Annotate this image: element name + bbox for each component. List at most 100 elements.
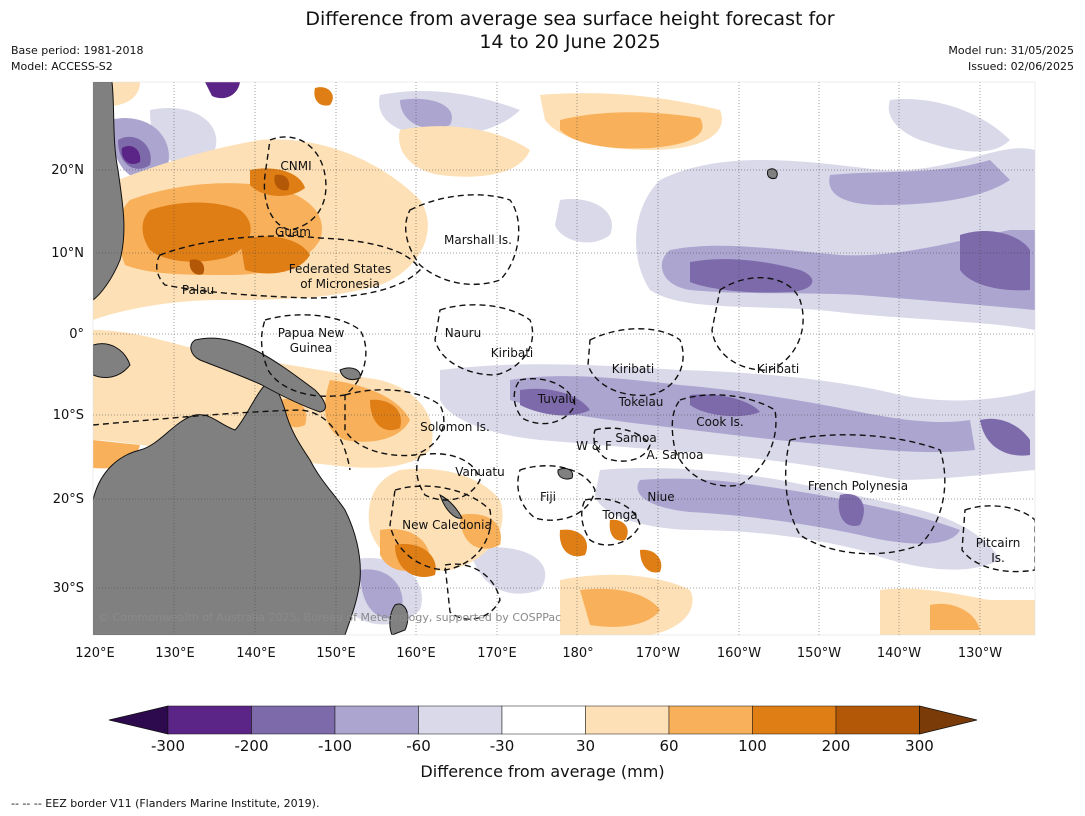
lon-tick: 140°E	[236, 646, 276, 661]
colorbar-bin	[334, 705, 419, 735]
lon-tick: 160°W	[717, 646, 761, 661]
philippines	[93, 82, 125, 301]
eez-kiribati-west	[434, 304, 534, 376]
model-name: Model: ACCESS-S2	[11, 60, 113, 73]
label-pitcairn-2: Is.	[991, 551, 1005, 565]
lat-tick-labels: 20°N 10°N 0° 10°S 20°S 30°S	[51, 163, 84, 596]
eez-tonga	[581, 498, 641, 546]
base-period: Base period: 1981-2018	[11, 44, 144, 57]
label-tuvalu: Tuvalu	[537, 392, 577, 406]
eez-fsm	[156, 235, 421, 299]
anomaly-dark-purple	[118, 136, 1030, 526]
eez-solomon	[344, 389, 445, 457]
colorbar-tick: 300	[905, 737, 934, 755]
new-britain	[339, 367, 361, 381]
lon-tick: 150°E	[316, 646, 356, 661]
lat-tick: 10°S	[53, 408, 84, 423]
colorbar-bin	[501, 705, 586, 735]
colorbar-tick: 200	[821, 737, 851, 755]
label-kiribati-central: Kiribati	[612, 362, 654, 376]
map-title: Difference from average sea surface heig…	[0, 8, 1085, 54]
label-samoa: Samoa	[615, 431, 656, 445]
label-niue: Niue	[647, 490, 674, 504]
colorbar-bin	[668, 705, 753, 735]
eez-french-polynesia	[784, 434, 946, 555]
label-marshall: Marshall Is.	[444, 233, 512, 247]
label-kiribati-west: Kiribati	[491, 346, 533, 360]
label-tokelau: Tokelau	[618, 395, 664, 409]
lat-tick: 10°N	[51, 246, 84, 261]
label-solomon: Solomon Is.	[420, 420, 490, 434]
copyright-notice: © Commonwealth of Australia 2025, Bureau…	[98, 611, 561, 624]
eez-cnmi	[263, 136, 327, 231]
label-nauru: Nauru	[445, 326, 481, 340]
lon-tick: 180°	[562, 646, 593, 661]
map-area: CNMI Guam Marshall Is. Federated States …	[93, 82, 1035, 635]
label-png-2: Guinea	[290, 341, 333, 355]
map-title-line1: Difference from average sea surface heig…	[305, 8, 835, 30]
colorbar-tick: -300	[150, 737, 186, 755]
map-frame	[92, 81, 1036, 636]
colorbar-tick: -200	[234, 737, 269, 755]
land	[93, 82, 778, 635]
eez-coastal-australia	[93, 409, 351, 471]
eez-cook	[671, 394, 777, 487]
meta-right: Model run: 31/05/2025 Issued: 02/06/2025	[948, 43, 1074, 75]
anomaly-dark-orange	[142, 87, 662, 577]
label-new-caledonia: New Caledonia	[402, 518, 492, 532]
eez-tuvalu	[513, 378, 576, 425]
map-title-line2: 14 to 20 June 2025	[479, 31, 661, 53]
lat-tick: 0°	[69, 327, 84, 342]
colorbar-title: Difference from average (mm)	[420, 762, 665, 781]
colorbar-extend-low	[108, 705, 169, 735]
label-wf: W & F	[576, 439, 612, 453]
colorbar-tick: 30	[575, 737, 596, 755]
label-fsm-1: Federated States	[289, 262, 391, 276]
label-png-1: Papua New	[278, 326, 345, 340]
eez-fiji	[517, 465, 596, 521]
colorbar-tick: -60	[406, 737, 431, 755]
eez-kiribati-east	[711, 277, 804, 371]
eez-legend-note: -- -- -- EEZ border V11 (Flanders Marine…	[11, 797, 320, 810]
lat-tick: 30°S	[53, 581, 84, 596]
eez-nz-south	[444, 563, 501, 620]
label-kiribati-east: Kiribati	[757, 362, 799, 376]
anomaly-deepest-orange	[189, 174, 290, 275]
eez-marshall	[404, 194, 520, 286]
lon-tick: 120°E	[75, 646, 115, 661]
colorbar-tick: 60	[659, 737, 679, 755]
new-guinea	[190, 337, 326, 413]
eez-samoa	[593, 427, 651, 462]
colorbar-bin	[251, 705, 336, 735]
colorbar-bin	[835, 705, 920, 735]
meta-left: Base period: 1981-2018 Model: ACCESS-S2	[11, 43, 143, 75]
colorbar-tick: -100	[317, 737, 353, 755]
anomaly-deepest-purple	[121, 82, 240, 165]
label-fiji: Fiji	[540, 490, 556, 504]
lat-tick: 20°S	[53, 492, 84, 507]
lon-tick-labels: 120°E 130°E 140°E 150°E 160°E 170°E 180°…	[75, 646, 1002, 661]
eez-new-caledonia	[389, 485, 492, 571]
label-guam: Guam	[275, 225, 311, 239]
lon-tick: 170°W	[636, 646, 680, 661]
lon-tick: 150°W	[797, 646, 841, 661]
colorbar-bin	[752, 705, 837, 735]
colorbar-bin	[585, 705, 670, 735]
maritime-southeast-asia	[93, 343, 131, 378]
lon-tick: 170°E	[477, 646, 517, 661]
lon-tick: 140°W	[877, 646, 921, 661]
label-palau: Palau	[182, 283, 214, 297]
label-cnmi: CNMI	[280, 159, 311, 173]
label-tonga: Tonga	[601, 508, 637, 522]
colorbar-tick: -30	[489, 737, 515, 755]
hawaii	[767, 168, 778, 179]
colorbar-tick: 100	[738, 737, 767, 755]
new-zealand-north	[389, 603, 409, 635]
eez-borders	[93, 136, 1035, 620]
colorbar-bin	[418, 705, 503, 735]
model-run: Model run: 31/05/2025	[948, 44, 1074, 57]
label-pitcairn-1: Pitcairn	[976, 536, 1021, 550]
issued-date: Issued: 02/06/2025	[967, 60, 1074, 73]
lon-tick: 130°W	[958, 646, 1002, 661]
